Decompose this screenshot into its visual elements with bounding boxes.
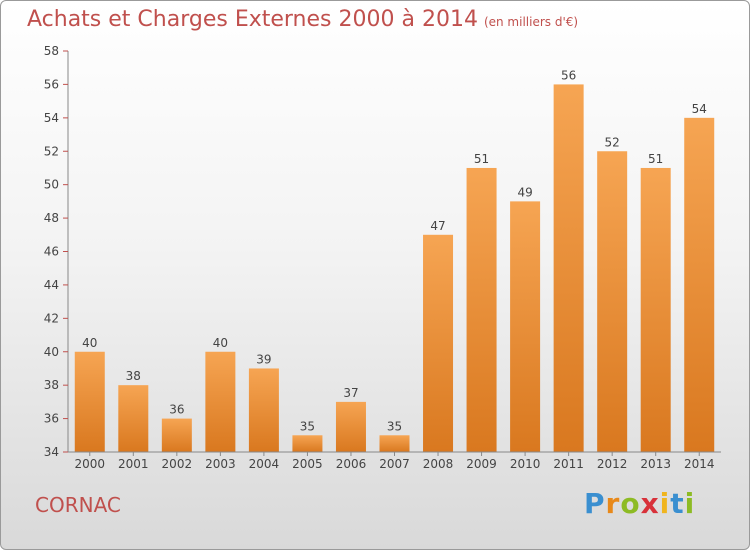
y-tick-label: 46 [44, 245, 59, 259]
y-axis: 34 36 38 40 42 44 46 48 50 52 54 56 58 [44, 44, 69, 459]
bar [205, 351, 236, 452]
chart-title: Achats et Charges Externes 2000 à 2014 (e… [27, 7, 579, 32]
bar-value-label: 40 [82, 336, 97, 350]
bar-value-label: 51 [648, 152, 663, 166]
bar-value-label: 35 [300, 419, 315, 433]
logo-letter: i [684, 487, 696, 520]
bar-value-label: 36 [169, 403, 184, 417]
bar [248, 368, 279, 452]
y-tick-label: 52 [44, 144, 59, 158]
y-tick-label: 36 [44, 412, 59, 426]
bar [74, 351, 105, 452]
bar [640, 167, 671, 453]
y-tick-label: 54 [44, 111, 59, 125]
x-tick-label: 2012 [597, 457, 628, 471]
bars: 40 38 36 40 39 35 37 35 47 51 49 56 52 51 54 [74, 68, 715, 453]
x-tick-label: 2004 [249, 457, 280, 471]
x-tick-label: 2008 [423, 457, 454, 471]
x-tick-label: 2013 [640, 457, 671, 471]
y-tick-label: 38 [44, 378, 59, 392]
chart-subtitle: (en milliers d'€) [483, 15, 579, 29]
bar-value-label: 54 [692, 102, 707, 116]
y-tick-label: 56 [44, 77, 59, 91]
bar-value-label: 39 [256, 352, 271, 366]
y-tick-label: 34 [44, 445, 59, 459]
logo-letter: t [670, 487, 685, 520]
x-tick-label: 2000 [74, 457, 105, 471]
x-tick-label: 2006 [336, 457, 367, 471]
x-tick-label: 2007 [379, 457, 410, 471]
logo-letter: i [659, 487, 671, 520]
y-tick-label: 40 [44, 345, 59, 359]
bar [335, 401, 366, 452]
bar-value-label: 38 [126, 369, 141, 383]
bar [292, 435, 323, 452]
x-tick-label: 2009 [466, 457, 497, 471]
bar [118, 385, 149, 452]
bar [379, 435, 410, 452]
x-tick-label: 2011 [553, 457, 584, 471]
proxiti-logo: Proxiti [584, 487, 695, 520]
x-axis: 2000 2001 2002 2003 2004 2005 2006 2007 2008 2009… [68, 451, 721, 471]
bar [161, 418, 192, 452]
x-tick-label: 2002 [162, 457, 193, 471]
x-tick-label: 2001 [118, 457, 149, 471]
x-tick-label: 2003 [205, 457, 236, 471]
logo-letter: P [584, 487, 606, 520]
bar-value-label: 35 [387, 419, 402, 433]
x-tick-label: 2005 [292, 457, 323, 471]
x-tick-label: 2014 [684, 457, 715, 471]
bar [553, 84, 584, 453]
y-tick-label: 58 [44, 44, 59, 58]
logo-letter: x [640, 487, 660, 520]
logo-letter: o [620, 487, 641, 520]
y-tick-label: 44 [44, 278, 59, 292]
y-tick-label: 48 [44, 211, 59, 225]
bar-value-label: 51 [474, 152, 489, 166]
bar [466, 167, 497, 453]
bar [597, 151, 628, 452]
x-tick-label: 2010 [510, 457, 541, 471]
logo-letter: r [605, 487, 621, 520]
bar-value-label: 37 [343, 386, 358, 400]
bar-value-label: 52 [605, 135, 620, 149]
bar [684, 117, 715, 452]
y-tick-label: 42 [44, 311, 59, 325]
commune-name: CORNAC [35, 493, 121, 517]
bar-value-label: 47 [430, 219, 445, 233]
bar-value-label: 40 [213, 336, 228, 350]
bar [510, 201, 541, 452]
bar-value-label: 49 [517, 185, 532, 199]
bar-value-label: 56 [561, 68, 576, 82]
bar [423, 234, 454, 452]
y-tick-label: 50 [44, 178, 59, 192]
